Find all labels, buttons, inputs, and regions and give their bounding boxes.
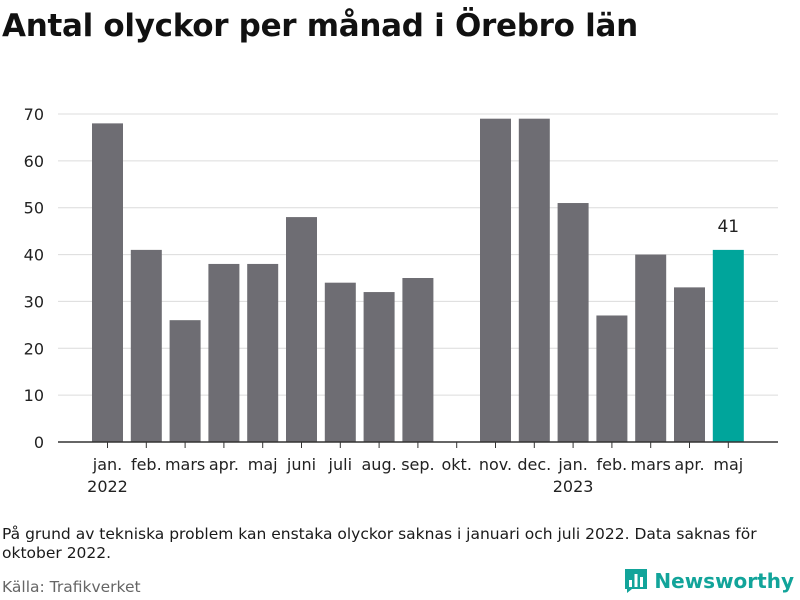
x-tick-label: juni	[286, 455, 316, 474]
bar	[712, 249, 744, 442]
y-tick-label: 70	[24, 105, 44, 124]
chart-title: Antal olyckor per månad i Örebro län	[2, 8, 638, 44]
y-tick-label: 40	[24, 246, 44, 265]
x-tick-label: maj	[248, 455, 278, 474]
bar	[596, 315, 628, 442]
bar	[324, 282, 356, 442]
bar	[363, 292, 395, 442]
bar	[635, 254, 667, 442]
y-tick-label: 20	[24, 339, 44, 358]
x-tick-label: feb.	[131, 455, 162, 474]
bar	[480, 118, 511, 442]
x-tick-label: sep.	[401, 455, 434, 474]
y-tick-label: 10	[24, 386, 44, 405]
bar	[92, 123, 123, 442]
brand-name: Newsworthy	[654, 569, 794, 593]
bar	[130, 249, 162, 442]
x-tick-label: apr.	[209, 455, 239, 474]
bar-chart-logo-icon	[625, 569, 648, 593]
y-tick-label: 50	[24, 199, 44, 218]
x-axis: jan. feb. mars apr. maj juni juli aug. sep. okt. n…	[58, 441, 778, 496]
x-tick-label: jan.	[92, 455, 122, 474]
x-tick-label: dec.	[517, 455, 551, 474]
y-axis: 0 10 20 30 40 50 60 70	[24, 105, 44, 452]
footnote: På grund av tekniska problem kan enstaka…	[2, 525, 757, 562]
y-tick-label: 60	[24, 152, 44, 171]
data-labels: 41	[717, 217, 739, 237]
bars	[92, 118, 744, 442]
x-tick-label: mars	[165, 455, 205, 474]
highlight-value-label: 41	[717, 217, 739, 237]
x-tick-label: jan.	[557, 455, 587, 474]
brand-logo: Newsworthy	[624, 568, 794, 594]
y-tick-label: 0	[34, 433, 44, 452]
bar	[518, 118, 550, 442]
x-tick-label: okt.	[441, 455, 471, 474]
x-tick-label: mars	[631, 455, 671, 474]
y-tick-label: 30	[24, 292, 44, 311]
bar	[208, 263, 240, 442]
x-tick-label: aug.	[362, 455, 397, 474]
bar	[402, 278, 434, 442]
x-tick-label: nov.	[479, 455, 512, 474]
bar	[674, 287, 705, 442]
x-year-label: 2022	[87, 477, 128, 496]
x-tick-label: maj	[713, 455, 743, 474]
source-text: Källa: Trafikverket	[2, 578, 141, 596]
x-tick-label: juli	[328, 455, 352, 474]
x-year-label: 2023	[553, 477, 594, 496]
bar	[247, 263, 279, 442]
bar	[286, 217, 317, 442]
bar	[169, 320, 201, 442]
x-tick-label: apr.	[674, 455, 704, 474]
bar	[557, 203, 589, 442]
x-tick-label: feb.	[597, 455, 628, 474]
bar-chart: jan. feb. mars apr. maj juni juli aug. sep. okt. n…	[24, 105, 778, 496]
